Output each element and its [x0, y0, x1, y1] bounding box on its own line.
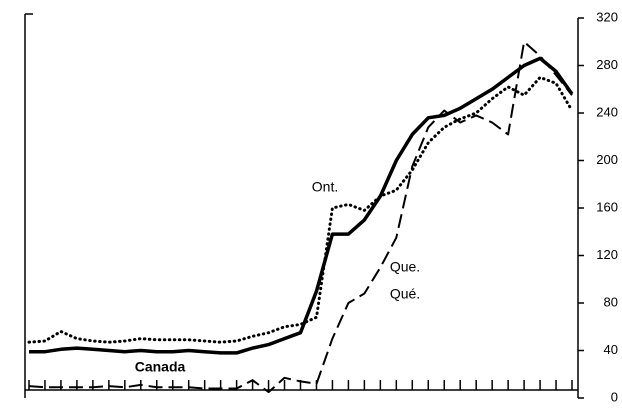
series-label: Ont. [312, 179, 338, 195]
y-tick-label: 240 [596, 104, 618, 119]
annotation: Qué. [390, 286, 420, 302]
y-tick-label: 200 [596, 152, 618, 167]
line-series [28, 40, 573, 394]
series-label: Que. [390, 259, 420, 275]
y-tick-label: 80 [604, 294, 618, 309]
line-series [29, 56, 574, 355]
y-tick-label: 40 [604, 342, 618, 357]
y-tick-label: 160 [596, 199, 618, 214]
y-tick-label: 0 [611, 389, 618, 404]
y-tick-label: 320 [596, 9, 618, 24]
y-tick-label: 280 [596, 57, 618, 72]
line-series [27, 75, 574, 344]
series-label: Canada [135, 359, 186, 375]
y-tick-label: 120 [596, 247, 618, 262]
